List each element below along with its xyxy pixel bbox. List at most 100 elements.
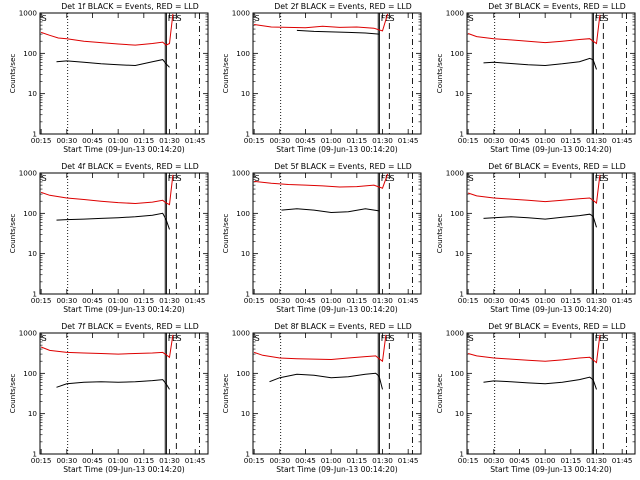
x-tick-label: 00:30 [483,296,504,305]
x-tick-label: 00:15 [458,456,479,465]
interval-mark: F [168,13,173,23]
y-tick-label: 1000 [232,169,251,178]
interval-mark: E [385,173,390,183]
y-tick-label: 10 [241,249,251,258]
panel-title: Det 5f BLACK = Events, RED = LLD [274,162,412,171]
interval-mark: F [381,13,386,23]
interval-mark: S [389,333,394,343]
y-tick-label: 1 [459,450,464,459]
y-tick-label: 1 [459,130,464,139]
y-tick-label: 10 [455,249,465,258]
y-tick-label: 1000 [446,329,465,338]
x-tick-label: 00:15 [31,456,52,465]
interval-mark: S [389,173,394,183]
x-tick-label: 01:15 [346,296,367,305]
interval-mark: S [176,333,181,343]
x-tick-label: 01:45 [185,136,206,145]
interval-mark: E [172,173,177,183]
series-line-lld [467,14,601,45]
x-tick-label: 01:45 [612,456,633,465]
detector-panel-8: Det 8f BLACK = Events, RED = LLD 1 10 100 10… [221,322,422,474]
detector-panel-7: Det 7f BLACK = Events, RED = LLD 1 10 100 10… [8,322,209,474]
x-axis-label: Start Time (09-Jun-13 00:14:20) [276,145,398,154]
series-line-lld [467,334,601,364]
plot-frame [39,332,209,455]
x-tick-label: 01:00 [108,296,129,305]
x-axis-label: Start Time (09-Jun-13 00:14:20) [276,305,398,314]
x-tick-label: 01:15 [346,136,367,145]
plot-frame [466,12,636,135]
x-tick-label: 01:00 [535,136,556,145]
x-tick-label: 01:30 [586,136,607,145]
interval-mark: F [595,333,600,343]
y-tick-label: 100 [23,369,37,378]
x-tick-label: 00:45 [509,296,530,305]
interval-mark: E [599,333,604,343]
x-tick-label: 00:45 [82,296,103,305]
interval-mark: S [254,333,259,343]
x-tick-label: 01:30 [586,296,607,305]
x-tick-label: 00:30 [56,296,77,305]
y-axis-label: Counts/sec [221,374,230,414]
series-line-lld [254,173,389,189]
x-tick-label: 01:45 [398,296,419,305]
interval-mark: E [172,333,177,343]
interval-mark: F [595,13,600,23]
x-axis-label: Start Time (09-Jun-13 00:14:20) [490,145,612,154]
series-line-events [269,372,383,390]
x-tick-label: 01:00 [108,456,129,465]
x-tick-label: 01:30 [372,296,393,305]
interval-mark: S [41,13,46,23]
x-tick-label: 01:45 [185,296,206,305]
x-axis-label: Start Time (09-Jun-13 00:14:20) [276,465,398,474]
y-axis-label: Counts/sec [435,214,444,254]
interval-mark: S [468,13,473,23]
y-tick-label: 10 [28,89,38,98]
x-tick-label: 01:45 [612,296,633,305]
interval-mark: S [603,13,608,23]
series-line-events [56,212,170,230]
x-tick-label: 01:15 [560,296,581,305]
interval-mark: F [168,173,173,183]
x-tick-label: 00:15 [458,296,479,305]
x-tick-label: 00:45 [509,136,530,145]
x-tick-label: 00:45 [82,456,103,465]
x-tick-label: 01:00 [535,296,556,305]
x-tick-label: 01:30 [159,296,180,305]
panel-title: Det 2f BLACK = Events, RED = LLD [274,2,412,11]
x-tick-label: 00:45 [509,456,530,465]
y-tick-label: 10 [28,409,38,418]
plot-frame [466,172,636,295]
y-axis-label: Counts/sec [435,374,444,414]
y-axis-label: Counts/sec [435,54,444,94]
x-axis-label: Start Time (09-Jun-13 00:14:20) [490,305,612,314]
series-line-lld [254,13,389,32]
y-tick-label: 100 [23,209,37,218]
interval-mark: S [176,13,181,23]
plot-frame [252,12,422,135]
y-tick-label: 1 [32,130,37,139]
x-tick-label: 00:15 [244,136,265,145]
y-tick-label: 100 [450,209,464,218]
x-tick-label: 01:30 [372,136,393,145]
interval-mark: S [468,173,473,183]
series-line-events [483,57,597,70]
interval-mark: S [41,173,46,183]
y-tick-label: 10 [455,89,465,98]
interval-mark: S [603,173,608,183]
interval-mark: E [599,173,604,183]
detector-panel-9: Det 9f BLACK = Events, RED = LLD 1 10 100 10… [435,322,636,474]
y-tick-label: 10 [455,409,465,418]
series-line-lld [40,13,174,46]
y-axis-label: Counts/sec [8,54,17,94]
plot-frame [252,332,422,455]
detector-panel-3: Det 3f BLACK = Events, RED = LLD 1 10 100 10… [435,2,636,154]
y-tick-label: 100 [23,49,37,58]
panel-title: Det 7f BLACK = Events, RED = LLD [61,322,199,331]
y-tick-label: 100 [236,209,250,218]
y-tick-label: 10 [241,89,251,98]
x-tick-label: 01:00 [321,456,342,465]
x-tick-label: 00:15 [31,136,52,145]
panel-title: Det 8f BLACK = Events, RED = LLD [274,322,412,331]
series-line-lld [40,174,174,206]
